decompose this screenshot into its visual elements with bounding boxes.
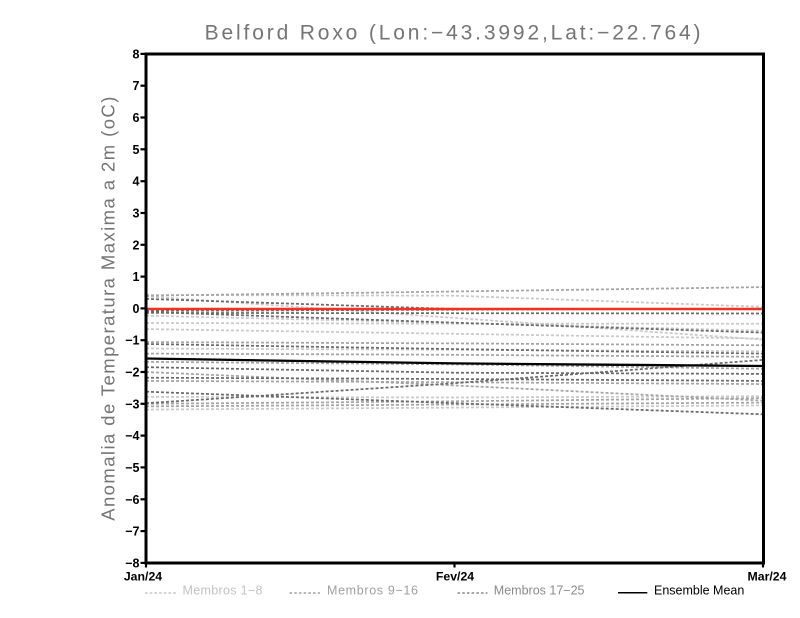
svg-text:−8: −8 xyxy=(125,556,139,570)
svg-text:Mar/24: Mar/24 xyxy=(748,570,787,584)
svg-text:0: 0 xyxy=(133,302,140,316)
svg-text:Ensemble Mean: Ensemble Mean xyxy=(654,584,744,598)
svg-text:−4: −4 xyxy=(125,429,139,443)
svg-text:Membros 1−8: Membros 1−8 xyxy=(183,584,263,598)
svg-text:−3: −3 xyxy=(125,397,139,411)
svg-text:8: 8 xyxy=(133,47,140,61)
svg-text:Fev/24: Fev/24 xyxy=(436,570,474,584)
svg-text:−2: −2 xyxy=(125,366,139,380)
svg-text:−7: −7 xyxy=(125,525,139,539)
svg-text:−1: −1 xyxy=(125,334,139,348)
svg-text:Anomalia de Temperatura Maxima: Anomalia de Temperatura Maxima a 2m (oC) xyxy=(98,95,119,521)
svg-text:7: 7 xyxy=(133,79,140,93)
svg-text:4: 4 xyxy=(133,175,140,189)
svg-text:6: 6 xyxy=(133,111,140,125)
svg-text:5: 5 xyxy=(133,143,140,157)
svg-text:−6: −6 xyxy=(125,493,139,507)
svg-text:−5: −5 xyxy=(125,461,139,475)
svg-text:1: 1 xyxy=(133,270,140,284)
svg-text:2: 2 xyxy=(133,238,140,252)
svg-text:Belford Roxo (Lon:−43.3992,Lat: Belford Roxo (Lon:−43.3992,Lat:−22.764) xyxy=(205,22,704,45)
svg-text:3: 3 xyxy=(133,207,140,221)
svg-text:Membros 17−25: Membros 17−25 xyxy=(494,584,585,598)
svg-text:Membros 9−16: Membros 9−16 xyxy=(327,584,419,598)
svg-text:Jan/24: Jan/24 xyxy=(124,570,162,584)
